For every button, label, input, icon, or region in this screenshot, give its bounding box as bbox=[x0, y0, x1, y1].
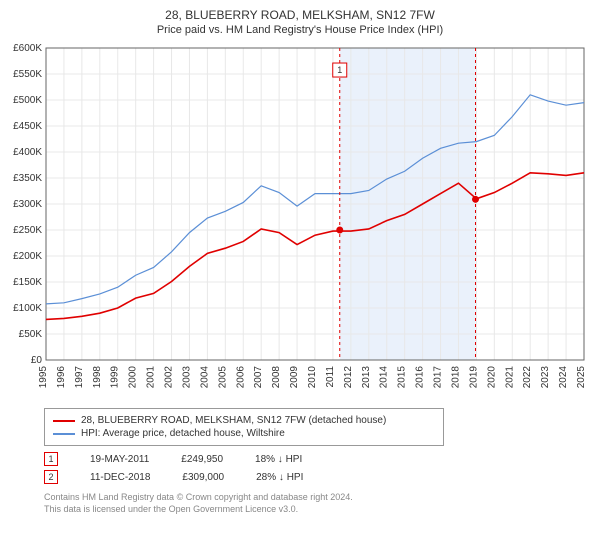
svg-text:2013: 2013 bbox=[361, 366, 372, 389]
legend-item: 28, BLUEBERRY ROAD, MELKSHAM, SN12 7FW (… bbox=[53, 415, 435, 426]
sale-row: 1 19-MAY-2011 £249,950 18% ↓ HPI bbox=[44, 452, 592, 466]
svg-text:2014: 2014 bbox=[379, 366, 390, 389]
legend: 28, BLUEBERRY ROAD, MELKSHAM, SN12 7FW (… bbox=[44, 408, 444, 446]
legend-label: HPI: Average price, detached house, Wilt… bbox=[81, 428, 285, 439]
sales-table: 1 19-MAY-2011 £249,950 18% ↓ HPI 2 11-DE… bbox=[44, 452, 592, 484]
price-chart: £0 £50K £100K £150K £200K £250K £300K £350K £400… bbox=[8, 42, 592, 402]
svg-text:£500K: £500K bbox=[13, 95, 42, 106]
svg-text:1: 1 bbox=[337, 65, 342, 75]
svg-text:2019: 2019 bbox=[468, 366, 479, 389]
svg-text:£450K: £450K bbox=[13, 121, 42, 132]
svg-text:2012: 2012 bbox=[343, 366, 354, 389]
svg-text:2001: 2001 bbox=[146, 366, 157, 389]
svg-text:£300K: £300K bbox=[13, 199, 42, 210]
svg-text:2023: 2023 bbox=[540, 366, 551, 389]
svg-text:2008: 2008 bbox=[271, 366, 282, 389]
svg-text:2004: 2004 bbox=[199, 366, 210, 389]
svg-text:1996: 1996 bbox=[56, 366, 67, 389]
sale-badge: 2 bbox=[44, 470, 58, 484]
sale-price: £309,000 bbox=[182, 472, 224, 483]
svg-text:2002: 2002 bbox=[164, 366, 175, 389]
svg-text:£100K: £100K bbox=[13, 303, 42, 314]
svg-text:2010: 2010 bbox=[307, 366, 318, 389]
sale-price: £249,950 bbox=[181, 454, 223, 465]
svg-text:2015: 2015 bbox=[397, 366, 408, 389]
attribution-line: This data is licensed under the Open Gov… bbox=[44, 504, 592, 516]
svg-text:2009: 2009 bbox=[289, 366, 300, 389]
svg-text:£600K: £600K bbox=[13, 43, 42, 54]
legend-label: 28, BLUEBERRY ROAD, MELKSHAM, SN12 7FW (… bbox=[81, 415, 386, 426]
svg-text:2021: 2021 bbox=[504, 366, 515, 389]
legend-swatch bbox=[53, 420, 75, 422]
svg-text:2018: 2018 bbox=[450, 366, 461, 389]
svg-text:2016: 2016 bbox=[415, 366, 426, 389]
attribution: Contains HM Land Registry data © Crown c… bbox=[44, 492, 592, 515]
svg-text:2000: 2000 bbox=[128, 366, 139, 389]
svg-text:2022: 2022 bbox=[522, 366, 533, 389]
svg-text:2020: 2020 bbox=[486, 366, 497, 389]
svg-text:£150K: £150K bbox=[13, 277, 42, 288]
page-subtitle: Price paid vs. HM Land Registry's House … bbox=[8, 24, 592, 36]
svg-text:£550K: £550K bbox=[13, 69, 42, 80]
svg-text:2024: 2024 bbox=[558, 366, 569, 389]
svg-text:2003: 2003 bbox=[181, 366, 192, 389]
page-title: 28, BLUEBERRY ROAD, MELKSHAM, SN12 7FW bbox=[8, 8, 592, 22]
chart-svg: £0 £50K £100K £150K £200K £250K £300K £350K £400… bbox=[8, 42, 592, 402]
svg-text:2005: 2005 bbox=[217, 366, 228, 389]
svg-text:1999: 1999 bbox=[110, 366, 121, 389]
svg-text:£400K: £400K bbox=[13, 147, 42, 158]
sale-delta: 28% ↓ HPI bbox=[256, 472, 303, 483]
svg-text:2025: 2025 bbox=[576, 366, 587, 389]
svg-text:2006: 2006 bbox=[235, 366, 246, 389]
attribution-line: Contains HM Land Registry data © Crown c… bbox=[44, 492, 592, 504]
svg-text:£350K: £350K bbox=[13, 173, 42, 184]
svg-text:1998: 1998 bbox=[92, 366, 103, 389]
svg-text:£250K: £250K bbox=[13, 225, 42, 236]
svg-text:2011: 2011 bbox=[325, 366, 336, 388]
legend-swatch bbox=[53, 433, 75, 435]
sale-badge: 1 bbox=[44, 452, 58, 466]
svg-text:1995: 1995 bbox=[38, 366, 49, 389]
svg-text:2007: 2007 bbox=[253, 366, 264, 389]
sale-date: 11-DEC-2018 bbox=[90, 472, 150, 483]
legend-item: HPI: Average price, detached house, Wilt… bbox=[53, 428, 435, 439]
sale-row: 2 11-DEC-2018 £309,000 28% ↓ HPI bbox=[44, 470, 592, 484]
svg-text:£0: £0 bbox=[31, 355, 43, 366]
svg-text:£50K: £50K bbox=[19, 329, 43, 340]
sale-date: 19-MAY-2011 bbox=[90, 454, 149, 465]
svg-text:1997: 1997 bbox=[74, 366, 85, 389]
sale-delta: 18% ↓ HPI bbox=[255, 454, 302, 465]
svg-text:£200K: £200K bbox=[13, 251, 42, 262]
svg-text:2017: 2017 bbox=[433, 366, 444, 389]
